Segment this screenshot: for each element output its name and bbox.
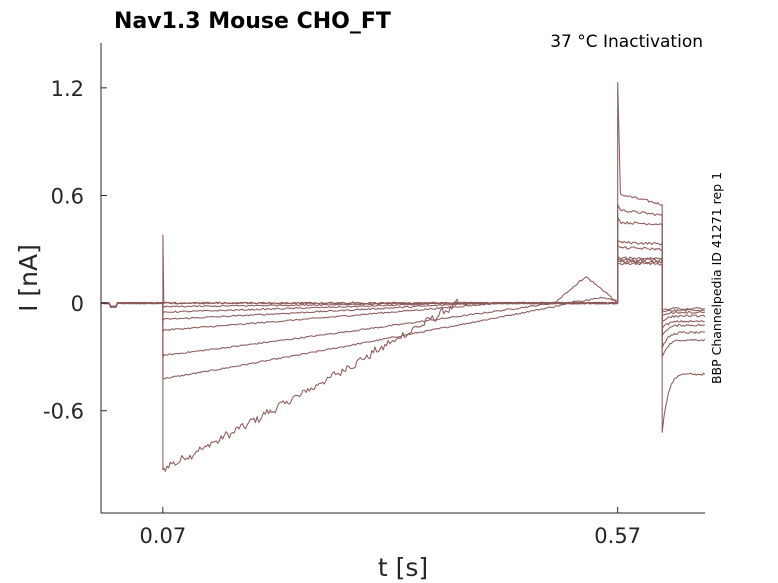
current-trace: [100, 259, 705, 317]
x-tick-label: 0.07: [139, 524, 186, 548]
y-axis-label: I [nA]: [14, 244, 43, 312]
y-tick-group: -0.6 0 0.6 1.2: [43, 77, 107, 424]
current-trace: [100, 245, 705, 329]
x-tick-group: 0.07 0.57: [139, 507, 641, 548]
y-tick-label: -0.6: [43, 400, 84, 424]
axes: [100, 43, 705, 514]
x-axis-label: t [s]: [378, 553, 428, 582]
x-tick-label: 0.57: [594, 524, 641, 548]
current-trace: [101, 239, 706, 336]
chart-title: Nav1.3 Mouse CHO_FT: [114, 9, 391, 34]
y-tick-label: 0.6: [51, 184, 84, 208]
trace-group: [100, 81, 706, 472]
current-trace: [101, 203, 706, 380]
y-tick-label: 0: [71, 292, 84, 316]
current-trace: [100, 257, 706, 311]
current-trace: [100, 81, 706, 472]
y-tick-label: 1.2: [51, 77, 84, 101]
current-trace: [100, 216, 705, 360]
channelpedia-id-label: BBP Channelpedia ID 41271 rep 1: [709, 172, 724, 384]
chart-subtitle: 37 °C Inactivation: [550, 32, 703, 52]
